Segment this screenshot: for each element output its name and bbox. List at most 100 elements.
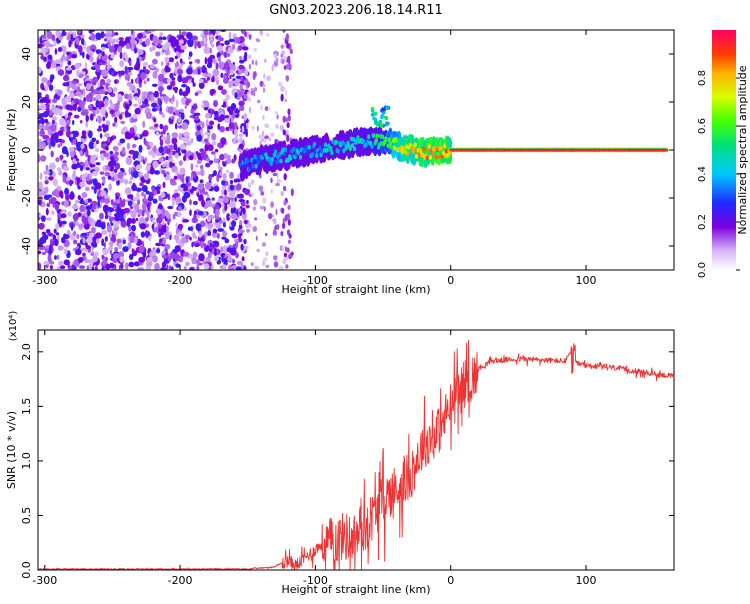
spectrogram-noise-cell: [74, 221, 79, 226]
spectrogram-noise-cell: [133, 170, 139, 179]
spectrogram-noise-cell: [74, 130, 79, 138]
spectrogram-noise-cell: [270, 201, 275, 208]
spectrogram-noise-cell: [181, 122, 189, 130]
spectrogram-noise-cell: [205, 162, 211, 168]
spectrogram-noise-cell: [144, 156, 148, 163]
spectrogram-noise-cell: [43, 260, 50, 265]
spectrogram-noise-cell: [177, 239, 181, 244]
spectrogram-noise-cell: [51, 210, 55, 216]
spectrogram-noise-cell: [236, 183, 242, 191]
spectrogram-noise-cell: [79, 119, 83, 124]
spectrogram-noise-cell: [226, 213, 231, 222]
spectrogram-noise-cell: [202, 65, 206, 71]
spectrogram-noise-cell: [228, 31, 232, 40]
spectrogram-noise-cell: [160, 95, 164, 102]
snr-line: [38, 339, 674, 570]
spectrogram-noise-cell: [238, 229, 245, 234]
snr-x-label: Height of straight line (km): [281, 583, 430, 596]
spectrogram-noise-cell: [281, 50, 285, 55]
spectrogram-noise-cell: [60, 139, 65, 144]
spectrogram-noise-cell: [193, 213, 197, 221]
spectrogram-noise-cell: [255, 235, 258, 241]
spectrogram-signal-cell: [435, 154, 439, 160]
spectrogram-noise-cell: [165, 231, 170, 240]
spectrogram-noise-cell: [189, 188, 194, 194]
spectrogram-noise-cell: [99, 171, 105, 175]
spectrogram-noise-cell: [177, 68, 183, 76]
spectrogram-noise-cell: [168, 265, 172, 270]
spectrogram-noise-cell: [163, 95, 170, 102]
spectrogram-noise-cell: [130, 210, 137, 219]
spectrogram-noise-cell: [239, 105, 245, 112]
spectrogram-noise-cell: [95, 232, 102, 239]
spectrogram-noise-cell: [288, 233, 292, 239]
spectrogram-noise-cell: [52, 98, 58, 104]
spectrogram-noise-cell: [204, 57, 208, 65]
spectrogram-noise-cell: [104, 38, 108, 42]
spectrogram-noise-cell: [196, 134, 203, 142]
spectrogram-noise-cell: [214, 256, 220, 262]
spectrogram-noise-cell: [129, 235, 135, 244]
spectrogram-noise-cell: [217, 116, 223, 123]
spectrogram-noise-cell: [159, 32, 164, 37]
spectrogram-noise-cell: [87, 50, 94, 56]
spectrogram-noise-cell: [213, 58, 217, 65]
spectrogram-noise-cell: [238, 64, 245, 70]
spectrogram-noise-cell: [138, 144, 143, 153]
spectrogram-noise-cell: [217, 85, 224, 91]
spectrogram-noise-cell: [80, 232, 88, 237]
spectrogram-noise-cell: [46, 31, 53, 40]
spectrogram-noise-cell: [189, 209, 192, 217]
spectrogram-noise-cell: [125, 262, 129, 270]
spectrogram-noise-cell: [138, 256, 146, 263]
spectrogram-noise-cell: [114, 215, 121, 222]
spectrogram-signal-cell: [433, 145, 437, 151]
spectrogram-noise-cell: [137, 267, 144, 270]
spectrogram-noise-cell: [264, 123, 270, 129]
spectrogram-noise-cell: [231, 258, 236, 264]
spectrogram-noise-cell: [145, 217, 149, 222]
spectrogram-noise-cell: [106, 78, 112, 84]
spectrogram-noise-cell: [71, 54, 78, 59]
spectrogram-noise-cell: [247, 81, 251, 88]
spectrogram-noise-cell: [271, 63, 275, 70]
spectrogram-noise-cell: [202, 79, 208, 84]
spectrogram-noise-cell: [180, 45, 187, 50]
spectrogram-noise-cell: [251, 191, 254, 198]
spectrogram-noise-cell: [42, 35, 47, 39]
spectrogram-noise-cell: [183, 131, 190, 137]
spectrogram-noise-cell: [192, 82, 196, 87]
spectrogram-noise-cell: [116, 179, 120, 186]
spectrogram-noise-cell: [209, 120, 215, 126]
spectrogram-noise-cell: [76, 69, 80, 77]
spectrogram-noise-cell: [203, 46, 211, 54]
spectrogram-noise-cell: [225, 94, 230, 101]
spectrogram-noise-cell: [240, 76, 244, 82]
spectrogram-noise-cell: [169, 35, 176, 44]
figure-title: GN03.2023.206.18.14.R11: [269, 3, 443, 18]
spectrogram-noise-cell: [257, 99, 261, 104]
spectrogram-signal-cell: [370, 108, 375, 113]
spectrogram-noise-cell: [147, 195, 154, 201]
spectrogram-noise-cell: [222, 173, 227, 181]
spectrogram-noise-cell: [273, 255, 278, 260]
spectrogram-noise-cell: [63, 166, 70, 172]
spectrogram-signal-cell: [372, 133, 376, 139]
spectrogram-noise-cell: [235, 240, 239, 249]
spectrogram-noise-cell: [139, 182, 144, 187]
spectrogram-noise-cell: [223, 77, 229, 84]
spectrogram-noise-cell: [171, 116, 175, 120]
spectrogram-noise-cell: [70, 223, 74, 231]
spectrogram-noise-cell: [288, 63, 292, 71]
spectrogram-noise-cell: [179, 48, 185, 53]
spectrogram-noise-cell: [138, 171, 143, 177]
spectrogram-signal-cell: [356, 135, 360, 141]
spectrogram-noise-cell: [176, 173, 181, 180]
spectrogram-noise-cell: [283, 65, 287, 70]
spectrogram-noise-cell: [230, 80, 234, 88]
spectrogram-noise-cell: [38, 198, 42, 206]
spectrogram-noise-cell: [87, 217, 93, 223]
spectrogram-noise-cell: [241, 201, 246, 207]
spectrogram-noise-cell: [286, 42, 290, 49]
